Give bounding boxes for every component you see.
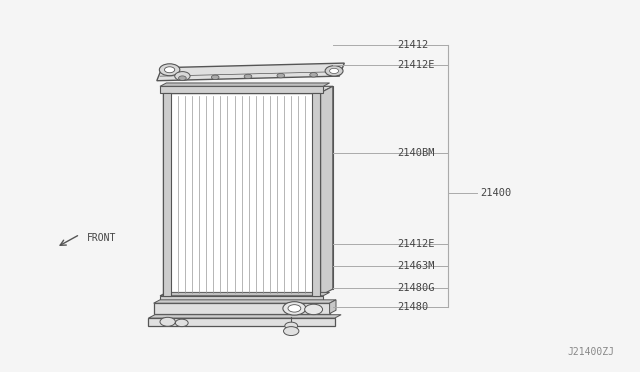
Polygon shape: [157, 63, 344, 81]
Polygon shape: [330, 300, 336, 314]
Circle shape: [277, 73, 285, 78]
Circle shape: [244, 74, 252, 79]
Circle shape: [164, 67, 175, 73]
Polygon shape: [160, 83, 330, 86]
Circle shape: [285, 322, 298, 330]
Polygon shape: [160, 296, 323, 302]
Polygon shape: [176, 86, 333, 289]
Polygon shape: [163, 93, 320, 296]
Text: 21412E: 21412E: [397, 60, 435, 70]
Text: 21412: 21412: [397, 40, 428, 49]
Text: 21463M: 21463M: [397, 261, 435, 271]
Text: FRONT: FRONT: [86, 233, 116, 243]
Circle shape: [175, 72, 190, 81]
Text: 21480: 21480: [397, 302, 428, 312]
Text: 2140BM: 2140BM: [397, 148, 435, 157]
Circle shape: [283, 302, 306, 315]
Polygon shape: [163, 86, 333, 93]
Polygon shape: [163, 93, 171, 296]
Polygon shape: [320, 86, 333, 296]
Polygon shape: [312, 93, 320, 296]
Circle shape: [305, 304, 323, 315]
Text: 21480G: 21480G: [397, 283, 435, 293]
Text: 21400: 21400: [480, 189, 511, 198]
Polygon shape: [160, 292, 330, 296]
Circle shape: [284, 327, 299, 336]
Circle shape: [175, 319, 188, 327]
Circle shape: [330, 68, 339, 74]
Polygon shape: [154, 303, 330, 314]
Circle shape: [160, 317, 175, 326]
Circle shape: [325, 66, 343, 76]
Polygon shape: [160, 86, 323, 93]
Circle shape: [179, 76, 186, 80]
Polygon shape: [148, 315, 341, 318]
Circle shape: [211, 75, 219, 80]
Polygon shape: [154, 300, 336, 303]
Polygon shape: [148, 318, 335, 326]
Circle shape: [288, 305, 301, 312]
Circle shape: [310, 73, 317, 77]
Circle shape: [159, 64, 180, 76]
Text: J21400ZJ: J21400ZJ: [568, 347, 614, 357]
Text: 21412E: 21412E: [397, 239, 435, 248]
